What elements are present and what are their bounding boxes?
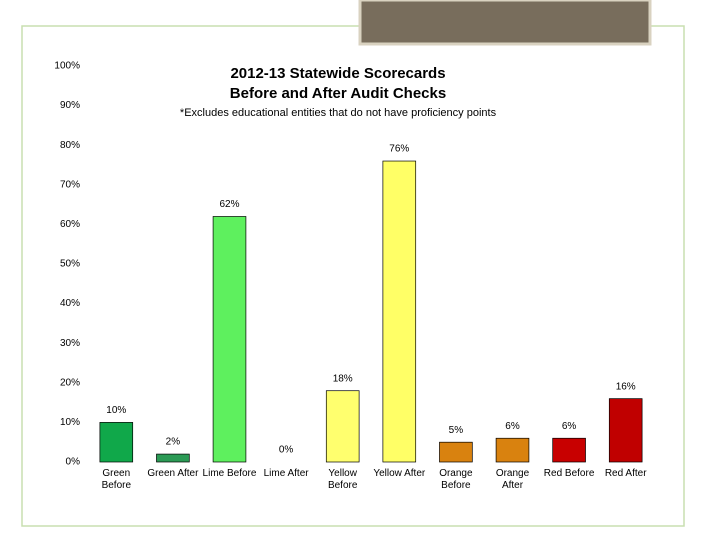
y-tick-label: 70% bbox=[60, 179, 80, 190]
x-tick-label: Red After bbox=[604, 468, 647, 479]
bar bbox=[156, 453, 190, 463]
value-label: 0% bbox=[279, 445, 294, 456]
value-label: 76% bbox=[389, 144, 409, 155]
value-label: 6% bbox=[505, 421, 520, 432]
header-block bbox=[358, 0, 652, 46]
x-tick-label: Green Before bbox=[101, 468, 132, 491]
y-tick-label: 10% bbox=[60, 417, 80, 428]
value-label: 6% bbox=[562, 421, 577, 432]
x-tick-label: Orange Before bbox=[439, 468, 473, 491]
bar bbox=[99, 422, 134, 463]
bar bbox=[382, 160, 417, 463]
x-tick-label: Lime Before bbox=[202, 468, 257, 479]
y-tick-label: 60% bbox=[60, 219, 80, 230]
value-label: 10% bbox=[106, 405, 126, 416]
value-label: 62% bbox=[219, 199, 239, 210]
x-tick-label: Lime After bbox=[263, 468, 309, 479]
y-tick-label: 100% bbox=[54, 61, 80, 72]
y-tick-label: 50% bbox=[60, 259, 80, 270]
x-tick-label: Yellow After bbox=[373, 468, 426, 479]
x-tick-label: Green After bbox=[147, 468, 199, 479]
chart-subtitle: Before and After Audit Checks bbox=[230, 85, 446, 102]
bar bbox=[495, 437, 530, 463]
chart-note: *Excludes educational entities that do n… bbox=[180, 107, 497, 119]
y-tick-label: 80% bbox=[60, 140, 80, 151]
y-tick-label: 40% bbox=[60, 298, 80, 309]
y-tick-label: 30% bbox=[60, 338, 80, 349]
value-label: 18% bbox=[333, 373, 353, 384]
value-label: 5% bbox=[449, 425, 464, 436]
chart-title: 2012-13 Statewide Scorecards bbox=[230, 65, 445, 82]
value-label: 16% bbox=[616, 381, 636, 392]
bar bbox=[439, 441, 473, 463]
x-tick-label: Red Before bbox=[543, 468, 595, 479]
y-tick-label: 20% bbox=[60, 377, 80, 388]
frame bbox=[21, 25, 685, 527]
bar bbox=[325, 390, 360, 463]
bar bbox=[552, 437, 586, 463]
bar bbox=[608, 398, 643, 463]
bar bbox=[212, 216, 247, 463]
x-tick-label: Orange After bbox=[495, 468, 530, 491]
y-tick-label: 90% bbox=[60, 100, 80, 111]
x-tick-label: Yellow Before bbox=[327, 468, 358, 491]
y-tick-label: 0% bbox=[66, 457, 81, 468]
value-label: 2% bbox=[166, 437, 181, 448]
